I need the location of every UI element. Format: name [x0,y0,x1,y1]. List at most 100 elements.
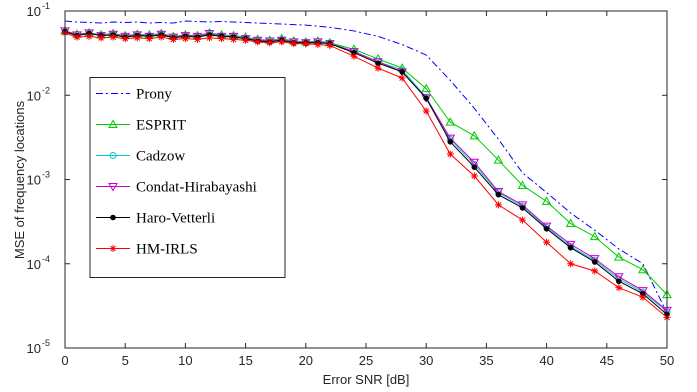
y-tick-exponent: -5 [42,338,50,348]
marker [519,205,526,211]
marker [519,216,527,224]
y-tick-label: 10 [27,257,41,272]
legend-label: Haro-Vetterli [136,211,215,227]
marker [639,293,647,301]
marker [423,95,430,102]
y-tick-base: 10 [27,4,41,19]
marker [254,38,262,46]
marker [469,158,480,168]
marker [565,240,576,250]
legend-box [89,77,286,278]
marker [422,107,430,115]
marker [399,68,405,75]
x-tick-label: 30 [419,353,433,368]
y-axis-label: MSE of frequency locations [12,100,27,259]
marker [218,35,226,43]
marker [517,180,528,189]
marker [495,191,502,198]
marker [591,267,599,275]
x-tick-label: 50 [660,353,674,368]
marker [445,117,456,126]
legend-label: Cadzow [136,149,185,165]
marker [469,130,480,140]
y-tick-base: 10 [27,173,41,188]
marker [145,35,153,43]
marker [447,139,454,145]
marker [108,183,118,192]
marker [109,245,117,252]
legend-label: ESPRIT [136,118,186,134]
marker [350,52,358,60]
x-tick-label: 5 [122,353,129,368]
marker [517,201,528,210]
marker [613,252,624,261]
marker [589,231,600,241]
marker [181,35,189,43]
y-tick-label: 10 [27,88,41,103]
marker [543,238,551,246]
marker [541,196,552,205]
y-tick-label: 10 [27,341,41,356]
y-tick-label: 10 [27,4,41,19]
x-tick-label: 0 [61,353,68,368]
marker [398,74,406,82]
marker [591,259,598,265]
marker [109,33,117,41]
y-tick-exponent: -2 [42,85,50,95]
x-tick-label: 45 [600,353,614,368]
marker [230,35,238,43]
marker [638,264,648,274]
marker [494,201,502,209]
marker [266,39,274,47]
marker [85,32,93,40]
marker [589,255,600,264]
marker [108,119,118,128]
x-tick-label: 20 [299,353,313,368]
marker [326,41,334,49]
marker [302,40,310,48]
plot-frame [64,10,668,349]
legend-label: Prony [136,87,172,103]
marker [471,164,478,170]
marker [205,34,213,42]
marker [613,273,624,282]
y-tick-exponent: -4 [42,254,50,264]
marker [616,278,622,285]
marker [109,152,117,159]
marker [638,287,648,296]
marker [543,225,550,232]
y-tick-label: 10 [27,173,41,188]
legend-label: Condat-Hirabayashi [136,180,257,196]
marker [446,150,454,158]
marker [493,155,504,164]
y-tick-base: 10 [27,88,41,103]
x-tick-label: 10 [178,353,192,368]
x-tick-label: 40 [539,353,553,368]
x-axis-label: Error SNR [dB] [323,372,410,387]
marker [470,172,478,180]
marker [615,284,623,292]
marker [73,33,81,41]
marker [290,40,298,48]
x-tick-label: 35 [479,353,493,368]
x-tick-label: 25 [359,353,373,368]
y-tick-exponent: -1 [42,1,50,11]
marker [567,244,574,251]
marker [314,41,322,49]
marker [169,35,177,43]
marker [421,83,432,93]
y-tick-base: 10 [27,341,41,356]
marker [133,34,141,42]
x-tick-label: 15 [238,353,252,368]
marker [374,64,382,72]
marker [242,36,250,44]
legend-label: HM-IRLS [136,242,198,258]
marker [278,38,286,46]
legend: Prony ESPRIT Cadzow Condat-Hirabayashi Haro-… [89,77,286,278]
y-tick-exponent: -3 [42,170,50,180]
marker [97,34,105,42]
marker [121,35,129,43]
marker [110,214,116,221]
marker [567,260,575,268]
